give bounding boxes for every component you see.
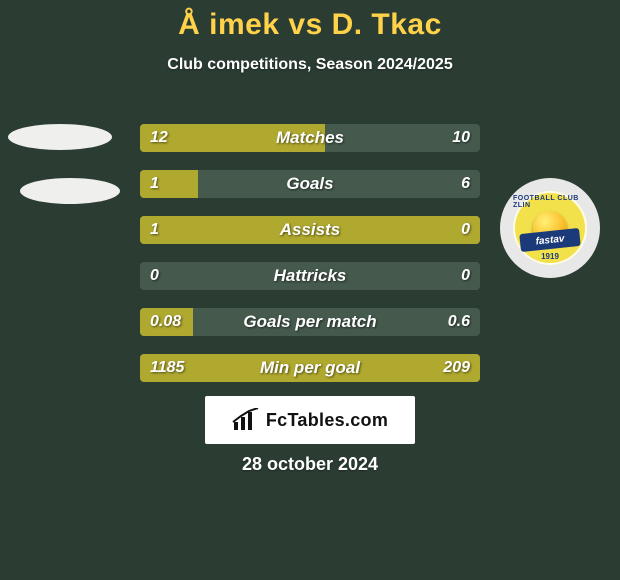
stat-row: 1210Matches — [140, 124, 480, 152]
stat-label: Assists — [140, 216, 480, 244]
stat-row: 00Hattricks — [140, 262, 480, 290]
stat-label: Min per goal — [140, 354, 480, 382]
stat-label: Hattricks — [140, 262, 480, 290]
stat-row: 1185209Min per goal — [140, 354, 480, 382]
page-title: Å imek vs D. Tkac — [0, 0, 620, 42]
club-badge-circ-text: FOOTBALL CLUB ZLIN — [513, 195, 587, 209]
player-left-avatar-bottom — [20, 178, 120, 204]
stat-row: 10Assists — [140, 216, 480, 244]
stat-row: 0.080.6Goals per match — [140, 308, 480, 336]
stat-label: Matches — [140, 124, 480, 152]
stat-label: Goals — [140, 170, 480, 198]
stat-label: Goals per match — [140, 308, 480, 336]
player-left-avatar-top — [8, 124, 112, 150]
fctables-logo-text: FcTables.com — [266, 410, 388, 431]
player-right-club-badge: FOOTBALL CLUB ZLIN fastav 1919 — [500, 178, 600, 278]
club-badge-ribbon: fastav — [519, 228, 581, 252]
generated-date: 28 october 2024 — [0, 454, 620, 475]
club-badge-inner: FOOTBALL CLUB ZLIN fastav 1919 — [513, 191, 587, 265]
content-root: Å imek vs D. Tkac Club competitions, Sea… — [0, 0, 620, 580]
fctables-logo: FcTables.com — [205, 396, 415, 444]
bars-icon — [232, 408, 260, 432]
subtitle: Club competitions, Season 2024/2025 — [0, 56, 620, 74]
stat-row: 16Goals — [140, 170, 480, 198]
stat-bars: 1210Matches 16Goals 10Assists 00Hattricks 0.… — [140, 124, 480, 400]
club-badge-year: 1919 — [541, 252, 559, 261]
